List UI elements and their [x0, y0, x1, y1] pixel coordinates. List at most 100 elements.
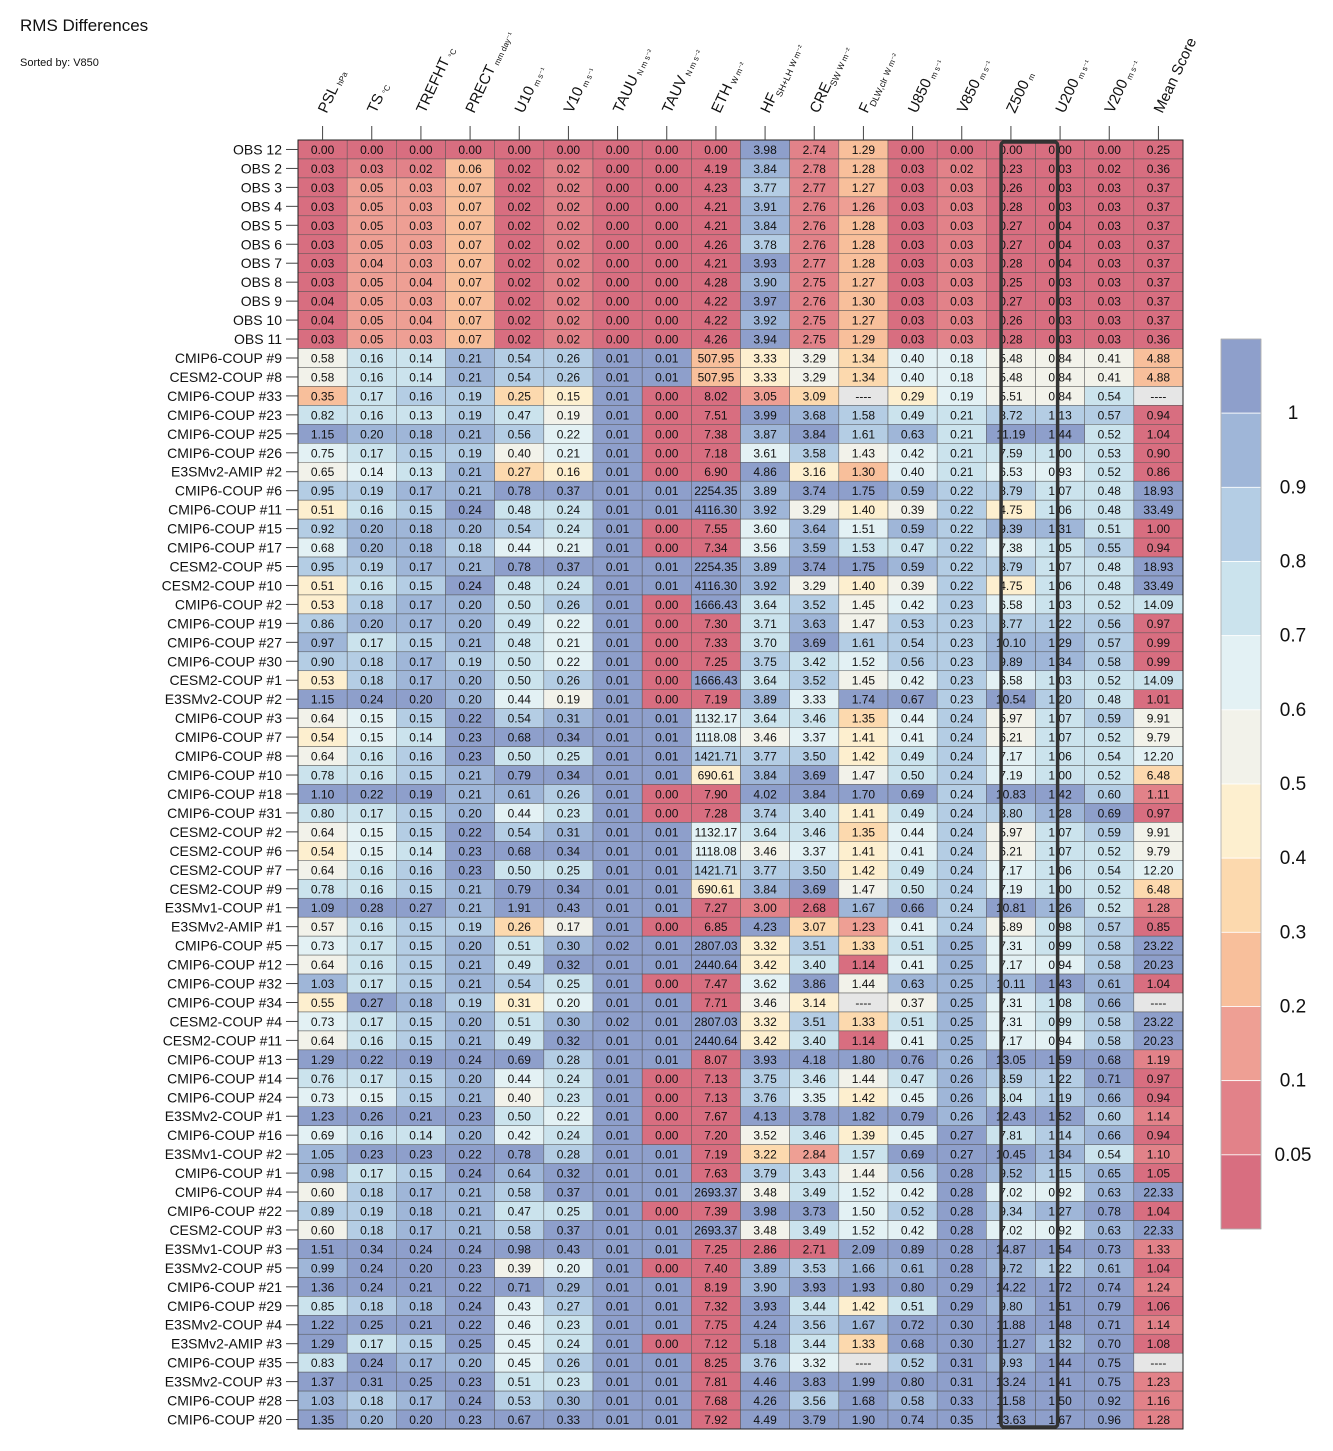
- cell-value-label: 0.86: [311, 617, 335, 631]
- cell-value-label: 0.20: [458, 939, 482, 953]
- cell-value-label: 4.75: [999, 503, 1023, 517]
- cell-value-label: 0.37: [901, 996, 925, 1010]
- cell-value-label: 0.03: [409, 219, 433, 233]
- row-label: E3SMv2-AMIP #1: [171, 919, 282, 935]
- cell-value-label: 0.01: [606, 427, 630, 441]
- cell-value-label: 0.00: [655, 238, 679, 252]
- cell-value-label: 0.20: [458, 617, 482, 631]
- cell-value-label: 1.14: [852, 958, 876, 972]
- cell-value-label: 3.93: [803, 1280, 827, 1294]
- cell-value-label: 3.64: [753, 825, 777, 839]
- cell-value-label: 9.79: [1147, 844, 1171, 858]
- cell-value-label: 0.01: [606, 674, 630, 688]
- cell-value-label: 0.21: [409, 1110, 433, 1124]
- cell-value-label: 0.03: [1048, 295, 1072, 309]
- cell-value-label: 0.21: [458, 769, 482, 783]
- cell-value-label: 1.28: [1147, 901, 1171, 915]
- row-label: CMIP6-COUP #28: [167, 1393, 282, 1409]
- cell-value-label: 0.27: [950, 1129, 974, 1143]
- cell-value-label: 0.42: [901, 1223, 925, 1237]
- cell-value-label: 0.34: [557, 844, 581, 858]
- row-label: CMIP6-COUP #25: [167, 426, 282, 442]
- cell-value-label: 1.23: [311, 1110, 335, 1124]
- cell-value-label: 3.89: [753, 693, 777, 707]
- colorbar-segment: [1220, 857, 1262, 933]
- cell-value-label: 0.79: [508, 769, 532, 783]
- cell-value-label: 0.00: [655, 787, 679, 801]
- cell-value-label: 0.01: [606, 731, 630, 745]
- cell-value-label: 2.09: [852, 1242, 876, 1256]
- cell-value-label: 1.29: [852, 143, 876, 157]
- cell-value-label: 0.00: [950, 143, 974, 157]
- cell-value-label: 0.50: [508, 655, 532, 669]
- colorbar-tick-label: 1: [1288, 403, 1299, 424]
- cell-value-label: 1.28: [1048, 806, 1072, 820]
- cell-value-label: 5.97: [999, 712, 1023, 726]
- cell-value-label: 3.98: [753, 1205, 777, 1219]
- cell-value-label: 0.25: [950, 977, 974, 991]
- cell-value-label: 0.03: [311, 257, 335, 271]
- cell-value-label: 0.24: [557, 1129, 581, 1143]
- cell-value-label: 2440.64: [694, 1034, 738, 1048]
- column-label: U10m s⁻¹: [511, 63, 548, 116]
- cell-value-label: 1.23: [1147, 1375, 1171, 1389]
- cell-value-label: 0.44: [901, 712, 925, 726]
- cell-value-label: 0.02: [557, 181, 581, 195]
- cell-value-label: 23.22: [1143, 1015, 1173, 1029]
- cell-value-label: 0.48: [1098, 579, 1122, 593]
- cell-value-label: 0.80: [311, 806, 335, 820]
- cell-value-label: 3.84: [753, 882, 777, 896]
- cell-value-label: 0.21: [458, 484, 482, 498]
- cell-value-label: 7.32: [704, 1299, 728, 1313]
- cell-value-label: 0.14: [409, 731, 433, 745]
- colorbar-segment: [1220, 412, 1262, 488]
- cell-value-label: 3.50: [803, 863, 827, 877]
- cell-value-label: 0.20: [458, 674, 482, 688]
- cell-value-label: 0.01: [606, 882, 630, 896]
- cell-value-label: 1.51: [311, 1242, 335, 1256]
- cell-value-label: 3.68: [803, 408, 827, 422]
- cell-value-label: 0.95: [311, 484, 335, 498]
- cell-value-label: 0.02: [508, 162, 532, 176]
- cell-value-label: 0.17: [360, 977, 384, 991]
- cell-value-label: 0.80: [901, 1375, 925, 1389]
- cell-value-label: 0.00: [606, 200, 630, 214]
- cell-value-label: 3.33: [753, 370, 777, 384]
- cell-value-label: 0.19: [409, 1053, 433, 1067]
- cell-value-label: 0.68: [508, 844, 532, 858]
- cell-value-label: 0.79: [901, 1110, 925, 1124]
- cell-value-label: 0.04: [311, 314, 335, 328]
- cell-value-label: 0.31: [950, 1356, 974, 1370]
- cell-value-label: 0.27: [360, 996, 384, 1010]
- cell-value-label: 0.00: [655, 598, 679, 612]
- cell-value-label: 0.20: [409, 1413, 433, 1427]
- cell-value-label: 9.79: [1147, 731, 1171, 745]
- cell-value-label: 0.19: [557, 693, 581, 707]
- row-label: OBS 5: [241, 217, 282, 233]
- cell-value-label: 0.21: [458, 958, 482, 972]
- cell-value-label: 0.01: [655, 844, 679, 858]
- cell-value-label: 1.28: [852, 162, 876, 176]
- cell-value-label: 0.33: [950, 1394, 974, 1408]
- row-label: OBS 7: [241, 255, 282, 271]
- cell-value-label: 0.03: [950, 295, 974, 309]
- cell-value-label: 0.58: [901, 1394, 925, 1408]
- row-label: CMIP6-COUP #17: [167, 540, 282, 556]
- cell-value-label: 0.19: [458, 446, 482, 460]
- cell-value-label: 7.30: [704, 617, 728, 631]
- column-label: V200m s⁻¹: [1101, 56, 1141, 116]
- cell-value-label: 3.83: [803, 1375, 827, 1389]
- cell-value-label: 0.01: [606, 541, 630, 555]
- cell-value-label: 0.01: [606, 712, 630, 726]
- cell-value-label: 0.24: [950, 863, 974, 877]
- cell-value-label: 0.19: [409, 787, 433, 801]
- cell-value-label: 0.27: [999, 295, 1023, 309]
- cell-value-label: 0.98: [311, 1167, 335, 1181]
- cell-value-label: 0.16: [360, 503, 384, 517]
- cell-value-label: 0.58: [508, 1186, 532, 1200]
- row-label: CMIP6-COUP #6: [175, 483, 282, 499]
- cell-value-label: 3.84: [803, 427, 827, 441]
- cell-value-label: 0.03: [409, 257, 433, 271]
- row-label: CMIP6-COUP #29: [167, 1298, 282, 1314]
